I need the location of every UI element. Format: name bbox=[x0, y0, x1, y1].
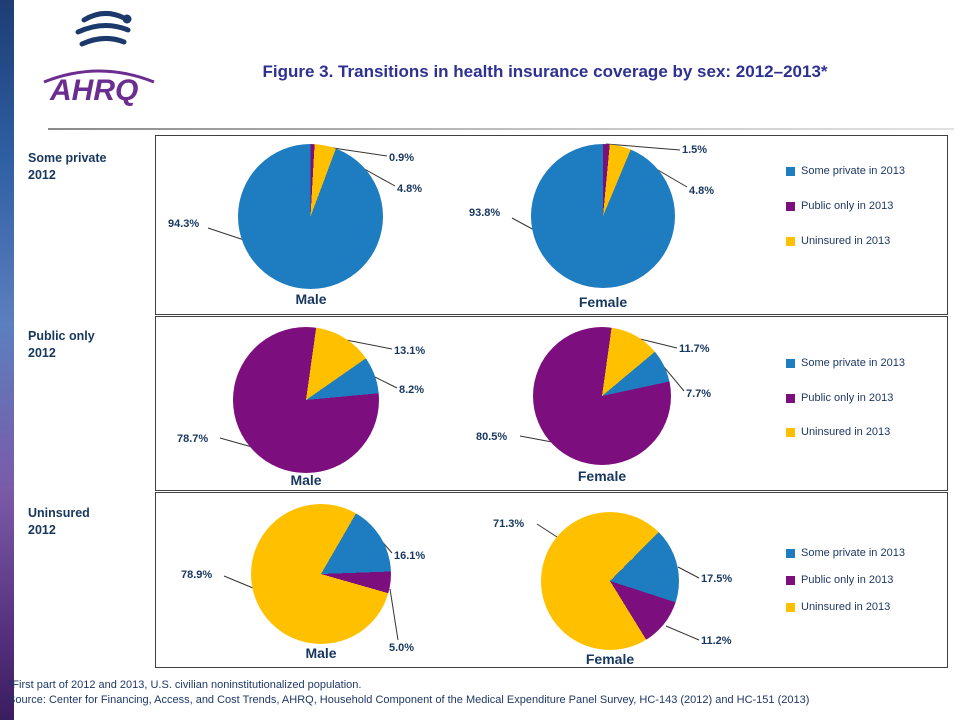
leader-line bbox=[223, 575, 254, 589]
pie-uninsured-female bbox=[541, 512, 679, 650]
group-label-female: Female bbox=[585, 651, 635, 667]
figure-title: Figure 3. Transitions in health insuranc… bbox=[262, 62, 828, 81]
pct-label: 71.3% bbox=[493, 518, 525, 530]
legend-swatch-some-private bbox=[786, 548, 795, 558]
eagle-head bbox=[122, 14, 132, 24]
legend-item: Uninsured in 2013 bbox=[786, 235, 890, 247]
row-label-line2: 2012 bbox=[28, 345, 56, 360]
group-label-female: Female bbox=[578, 294, 628, 310]
legend-label: Some private in 2013 bbox=[801, 357, 905, 369]
pct-label: 13.1% bbox=[394, 345, 426, 357]
hhs-eagle-icon bbox=[75, 11, 131, 47]
group-label-male: Male bbox=[290, 472, 322, 488]
ahrq-logo: AHRQ bbox=[43, 11, 155, 107]
footnote: *First part of 2012 and 2013, U.S. civil… bbox=[8, 679, 362, 691]
legend-swatch-public-only bbox=[786, 575, 795, 585]
pct-label: 7.7% bbox=[686, 388, 712, 400]
panel-uninsured-2012: 16.1% 5.0% 78.9% 71.3% 17.5% 11.2% Male … bbox=[155, 492, 948, 668]
legend-label: Some private in 2013 bbox=[801, 547, 905, 559]
leader-line bbox=[677, 566, 700, 579]
pct-label: 8.2% bbox=[399, 384, 425, 396]
legend-label: Public only in 2013 bbox=[801, 392, 894, 404]
ahrq-swoosh-icon bbox=[43, 69, 155, 84]
row-label-public-only-2012: Public only 2012 bbox=[28, 328, 146, 362]
row-label-uninsured-2012: Uninsured 2012 bbox=[28, 505, 146, 539]
group-label-male: Male bbox=[295, 291, 327, 307]
legend-item: Public only in 2013 bbox=[786, 574, 893, 586]
legend-item: Public only in 2013 bbox=[786, 392, 893, 404]
legend-label: Public only in 2013 bbox=[801, 200, 894, 212]
row-label-line2: 2012 bbox=[28, 522, 56, 537]
row-label-line2: 2012 bbox=[28, 167, 56, 182]
legend-item: Some private in 2013 bbox=[786, 357, 905, 369]
ahrq-logo-text: AHRQ bbox=[49, 74, 138, 107]
legend-item: Some private in 2013 bbox=[786, 165, 905, 177]
pie-public-only-male bbox=[233, 327, 379, 473]
pct-label: 11.2% bbox=[701, 635, 732, 647]
legend-swatch-public-only bbox=[786, 393, 795, 403]
pct-label: 17.5% bbox=[701, 573, 733, 585]
pie-some-private-male bbox=[238, 144, 383, 289]
panel-some-private-2012: 94.3% 0.9% 4.8% 93.8% 1.5% 4.8% Male Fem… bbox=[155, 135, 948, 315]
legend-label: Uninsured in 2013 bbox=[801, 235, 891, 247]
legend-swatch-uninsured bbox=[786, 236, 795, 246]
pie-some-private-female bbox=[531, 144, 675, 288]
pct-label: 0.9% bbox=[389, 152, 415, 164]
pct-label: 11.7% bbox=[679, 343, 710, 355]
pct-label: 4.8% bbox=[689, 185, 715, 197]
pct-label: 78.7% bbox=[177, 433, 209, 445]
legend-item: Some private in 2013 bbox=[786, 547, 905, 559]
header-divider bbox=[48, 128, 954, 130]
legend-swatch-some-private bbox=[786, 166, 795, 176]
panel-public-only-2012: 13.1% 8.2% 78.7% 11.7% 7.7% 80.5% Male F… bbox=[155, 316, 948, 491]
legend-label: Uninsured in 2013 bbox=[801, 601, 891, 613]
pct-label: 93.8% bbox=[469, 207, 501, 219]
legend-label: Uninsured in 2013 bbox=[801, 426, 891, 438]
leader-line bbox=[665, 625, 700, 641]
left-gradient-stripe bbox=[0, 0, 14, 720]
row-label-some-private-2012: Some private 2012 bbox=[28, 150, 146, 184]
legend-item: Uninsured in 2013 bbox=[786, 601, 890, 613]
pie-uninsured-male bbox=[251, 504, 391, 644]
legend-label: Some private in 2013 bbox=[801, 165, 905, 177]
group-label-male: Male bbox=[305, 645, 337, 661]
legend-swatch-public-only bbox=[786, 201, 795, 211]
pct-label: 80.5% bbox=[476, 431, 508, 443]
leader-line bbox=[536, 523, 558, 538]
pct-label: 94.3% bbox=[168, 218, 200, 230]
legend-swatch-some-private bbox=[786, 358, 795, 368]
row-label-line1: Some private bbox=[28, 151, 107, 165]
legend-label: Public only in 2013 bbox=[801, 574, 894, 586]
leader-line bbox=[374, 376, 398, 389]
row-label-line1: Uninsured bbox=[28, 506, 90, 520]
pct-label: 1.5% bbox=[682, 144, 708, 156]
pct-label: 5.0% bbox=[389, 642, 415, 654]
legend-item: Uninsured in 2013 bbox=[786, 426, 890, 438]
legend-swatch-uninsured bbox=[786, 602, 795, 612]
source-line: Source: Center for Financing, Access, an… bbox=[8, 694, 810, 706]
pct-label: 16.1% bbox=[394, 550, 426, 562]
row-label-line1: Public only bbox=[28, 329, 95, 343]
leader-line bbox=[389, 588, 399, 641]
pct-label: 78.9% bbox=[181, 569, 213, 581]
pct-label: 4.8% bbox=[397, 183, 423, 195]
legend-item: Public only in 2013 bbox=[786, 200, 893, 212]
legend-swatch-uninsured bbox=[786, 427, 795, 437]
pie-public-only-female bbox=[533, 327, 671, 465]
group-label-female: Female bbox=[577, 468, 627, 484]
